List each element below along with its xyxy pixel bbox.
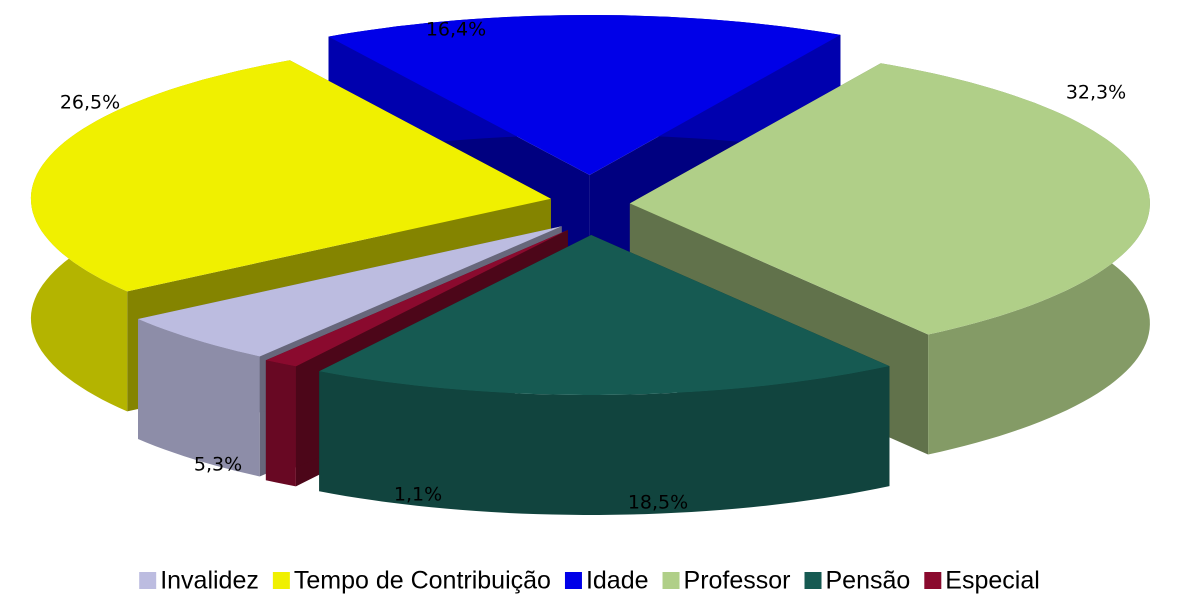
legend-swatch [662, 572, 680, 589]
data-label: 18,5% [628, 492, 688, 514]
legend-swatch [924, 572, 942, 589]
slice-top [30, 60, 551, 292]
data-label: 5,3% [194, 454, 242, 476]
legend-label: Professor [684, 567, 791, 595]
slice-top [319, 235, 890, 395]
slice-wall [319, 366, 890, 515]
data-label: 16,4% [426, 19, 486, 41]
slice-top [138, 226, 562, 357]
legend-swatch [139, 572, 157, 589]
slice-wall [138, 319, 260, 477]
slice-top [629, 63, 1150, 335]
legend-swatch [564, 572, 582, 589]
legend-label: Tempo de Contribuição [294, 567, 551, 595]
slice-top [328, 15, 841, 175]
legend-label: Pensão [826, 567, 911, 595]
slice-wall [265, 360, 296, 487]
legend-label: Idade [586, 567, 649, 595]
legend-label: Invalidez [160, 567, 259, 595]
slice [319, 235, 890, 515]
data-label: 32,3% [1066, 82, 1126, 104]
legend-label: Especial [945, 567, 1040, 595]
legend-swatch [272, 572, 290, 589]
data-label: 1,1% [394, 484, 442, 506]
slice-top [265, 230, 568, 367]
data-label: 26,5% [60, 92, 120, 114]
legend-swatch [804, 572, 822, 589]
